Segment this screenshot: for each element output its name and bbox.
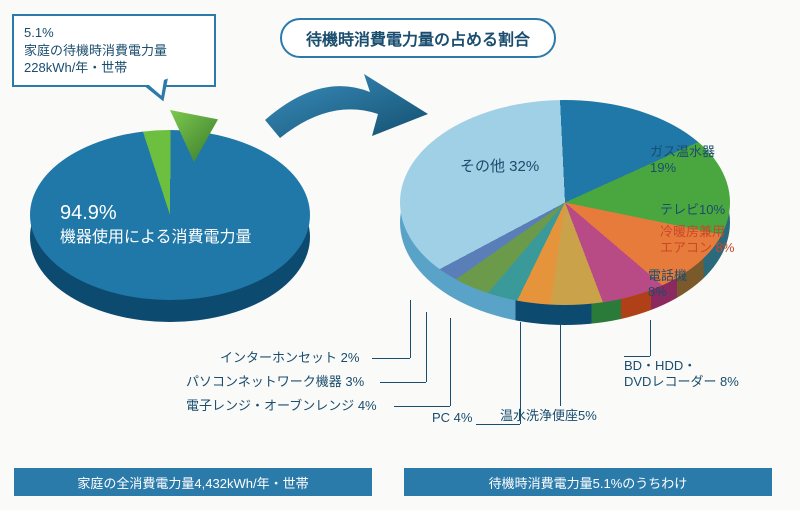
leader-network-h [380, 382, 426, 383]
arrow-icon [260, 70, 430, 160]
callout-line3: 228kWh/年・世帯 [24, 59, 204, 77]
left-pie-text: 機器使用による消費電力量 [60, 229, 252, 246]
lbl-other: その他 32% [460, 158, 539, 177]
lbl-washlet: 温水洗浄便座5% [500, 408, 597, 424]
lbl-aircon: 冷暖房兼用 エアコン 8% [660, 224, 734, 257]
leader-network-v [426, 312, 427, 382]
lbl-network: パソコンネットワーク機器 3% [186, 374, 364, 390]
leader-pc2-v [520, 322, 521, 424]
left-pie-pct: 94.9% [60, 202, 117, 224]
standby-callout: 5.1% 家庭の待機時消費電力量 228kWh/年・世帯 [12, 14, 216, 87]
left-pie-main-label: 94.9% 機器使用による消費電力量 [60, 200, 252, 249]
lbl-microwave: 電子レンジ・オーブンレンジ 4% [186, 398, 377, 414]
leader-washlet-v [560, 322, 561, 406]
leader-microwave-v [450, 318, 451, 406]
caption-right: 待機時消費電力量5.1%のうちわけ [404, 468, 772, 496]
leader-microwave-h [394, 406, 450, 407]
lbl-intercom: インターホンセット 2% [220, 350, 359, 366]
leader-recorder-v [650, 320, 651, 356]
callout-line1: 5.1% [24, 24, 204, 42]
lbl-gaswater: ガス温水器 19% [650, 144, 715, 177]
leader-pc2-h [476, 424, 520, 425]
lbl-tv: テレビ10% [660, 202, 725, 218]
lbl-recorder: BD・HDD・ DVDレコーダー 8% [624, 358, 739, 391]
leader-recorder-h [624, 356, 650, 357]
page-title: 待機時消費電力量の占める割合 [280, 18, 556, 58]
lbl-pc: PC 4% [432, 410, 472, 426]
leader-intercom-v [410, 300, 411, 358]
leader-intercom-h [372, 358, 410, 359]
callout-line2: 家庭の待機時消費電力量 [24, 42, 204, 60]
caption-left: 家庭の全消費電力量4,432kWh/年・世帯 [14, 468, 372, 496]
lbl-phone: 電話機 8% [648, 268, 687, 301]
